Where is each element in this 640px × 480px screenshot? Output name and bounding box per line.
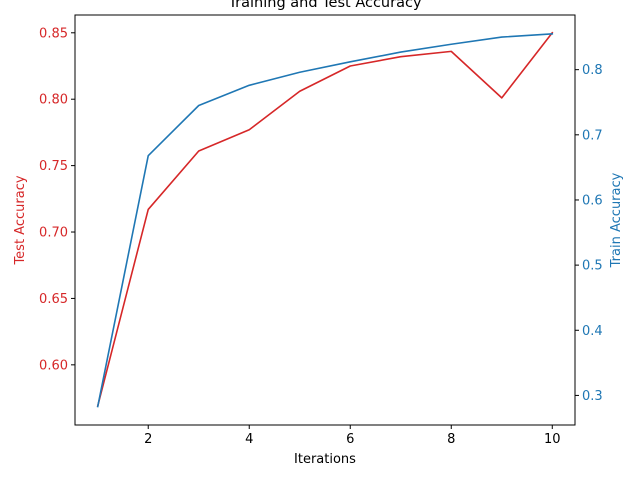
x-tick-label: 8	[447, 432, 455, 447]
x-axis-label: Iterations	[294, 452, 356, 467]
y-right-tick-label: 0.4	[582, 324, 603, 339]
plot-frame	[74, 14, 576, 426]
y-left-tick-label: 0.85	[39, 26, 68, 41]
y-right-tick-label: 0.5	[582, 259, 603, 274]
y-right-tick-label: 0.6	[582, 193, 603, 208]
x-tick-label: 6	[346, 432, 354, 447]
y-axis-right-label: Train Accuracy	[609, 172, 624, 268]
y-left-tick-label: 0.70	[39, 226, 68, 241]
y-right-tick-label: 0.3	[582, 389, 603, 404]
y-axis-left-label: Test Accuracy	[13, 175, 28, 265]
x-tick-label: 4	[245, 432, 253, 447]
y-right-tick-label: 0.7	[582, 128, 603, 143]
y-axis-right: 0.3 0.4 0.5 0.6 0.7 0.8	[575, 63, 603, 404]
y-axis-left: 0.60 0.65 0.70 0.75 0.80 0.85	[39, 26, 75, 373]
test-accuracy-line	[96, 31, 554, 407]
y-left-tick-label: 0.75	[39, 159, 68, 174]
train-accuracy-line	[96, 32, 554, 408]
x-tick-label: 2	[144, 432, 152, 447]
x-tick-label: 10	[544, 432, 561, 447]
y-right-tick-label: 0.8	[582, 63, 603, 78]
y-left-tick-label: 0.80	[39, 93, 68, 108]
chart-title: Training and Test Accuracy	[227, 0, 421, 11]
y-left-tick-label: 0.60	[39, 358, 68, 373]
plot-area	[96, 31, 554, 408]
x-axis: 2 4 6 8 10	[144, 425, 561, 447]
y-left-tick-label: 0.65	[39, 292, 68, 307]
